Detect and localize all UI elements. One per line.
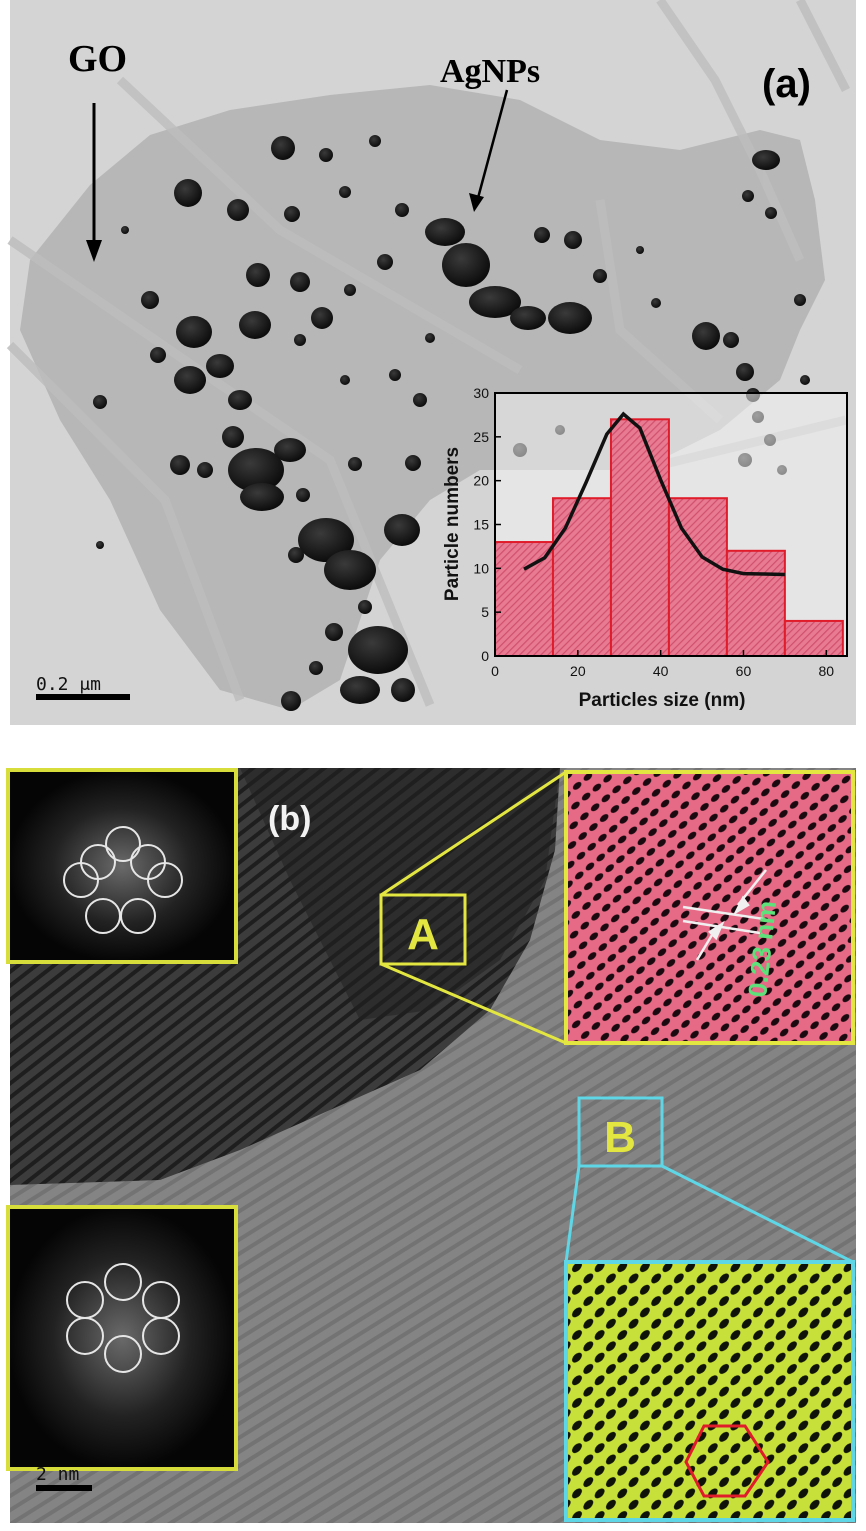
histogram-y-tick-label: 5 xyxy=(481,604,489,620)
histogram-y-ticks: 0 5 10 15 20 25 30 xyxy=(473,385,501,664)
histogram-bar xyxy=(783,619,844,658)
zoom-inset-b xyxy=(564,1260,855,1522)
agnps-arrow xyxy=(469,89,509,212)
histogram-y-tick-label: 0 xyxy=(481,648,489,664)
histogram-y-label: Particle numbers xyxy=(442,447,463,601)
fft-inset-bottom xyxy=(6,1205,238,1471)
go-arrow xyxy=(86,103,102,262)
histogram-bars xyxy=(494,418,844,658)
region-a-label: A xyxy=(407,910,439,959)
histogram-x-tick-label: 40 xyxy=(653,663,669,679)
histogram-x-label: Particles size (nm) xyxy=(579,690,746,711)
panel-a: GO AgNPs (a) 0.2 μm 0 5 10 15 20 25 30 0 20 40 60… xyxy=(6,0,856,725)
histogram-bar xyxy=(551,497,612,658)
histogram-x-ticks: 0 20 40 60 80 xyxy=(491,650,834,679)
fft-inset-top xyxy=(6,768,238,964)
histogram-x-tick-label: 60 xyxy=(736,663,752,679)
histogram-y-tick-label: 10 xyxy=(473,560,489,576)
gaussian-fit-curve xyxy=(523,411,785,577)
hexagon-outline xyxy=(684,1424,770,1498)
histogram-bar xyxy=(494,541,554,657)
scale-bar-b-line xyxy=(36,1485,92,1491)
histogram-y-tick-label: 30 xyxy=(473,385,489,401)
region-b-marker: B xyxy=(564,1096,854,1264)
scale-bar-b: 2 nm xyxy=(36,1464,92,1491)
histogram-bar xyxy=(667,497,728,658)
histogram-inset: 0 5 10 15 20 25 30 0 20 40 60 80 Particles size (n… xyxy=(442,385,848,711)
panel-b-label: (b) xyxy=(268,800,311,838)
panel-b: (b) A 0.23 nm B xyxy=(6,768,856,1523)
histogram-y-tick-label: 25 xyxy=(473,429,489,445)
zoom-inset-a: 0.23 nm xyxy=(564,770,855,1045)
panel-a-label: (a) xyxy=(762,62,811,106)
histogram-x-tick-label: 0 xyxy=(491,663,499,679)
region-a-marker: A xyxy=(379,770,567,1045)
go-label: GO xyxy=(68,38,127,80)
scale-bar-a-line xyxy=(36,694,130,700)
histogram-bar xyxy=(725,549,786,657)
histogram-x-tick-label: 80 xyxy=(819,663,835,679)
scale-bar-b-text: 2 nm xyxy=(36,1464,79,1485)
histogram-x-tick-label: 20 xyxy=(570,663,586,679)
histogram-y-tick-label: 20 xyxy=(473,473,489,489)
scale-bar-a: 0.2 μm xyxy=(36,674,130,700)
agnps-label: AgNPs xyxy=(440,53,540,90)
scale-bar-a-text: 0.2 μm xyxy=(36,674,101,695)
histogram-bar xyxy=(609,418,670,657)
histogram-y-tick-label: 15 xyxy=(473,517,489,533)
region-b-label: B xyxy=(604,1113,636,1162)
